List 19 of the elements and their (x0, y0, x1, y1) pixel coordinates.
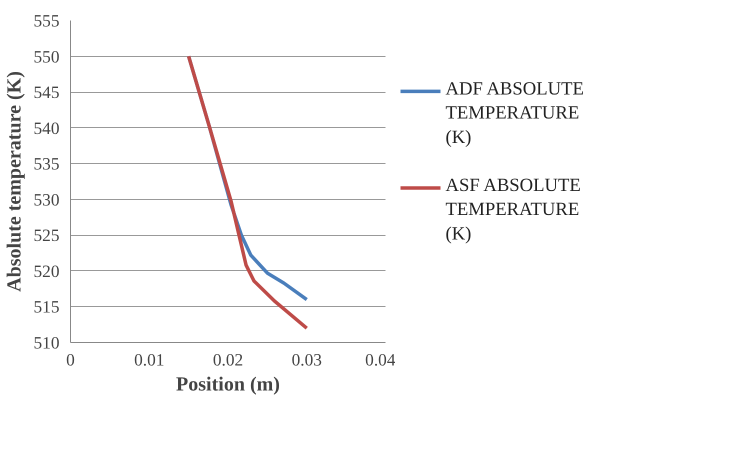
legend-label: ASF ABSOLUTE TEMPERATURE (K) (446, 175, 581, 244)
y-tick-label: 515 (34, 298, 60, 317)
y-tick-label: 510 (34, 334, 60, 352)
y-tick-label: 520 (34, 262, 60, 281)
x-tick-label: 0.02 (212, 350, 244, 370)
y-tick-label: 530 (34, 190, 60, 210)
x-tick-label: 0.04 (365, 350, 396, 370)
y-axis-title: Absolute temperature (K) (4, 71, 26, 292)
legend-label: ADF ABSOLUTE TEMPERATURE (K) (446, 78, 584, 148)
x-tick-label: 0.01 (134, 350, 164, 370)
y-tick-label: 545 (34, 83, 60, 102)
y-tick-label: 550 (34, 47, 60, 66)
y-tick-label: 525 (34, 226, 60, 246)
y-tick-label: 555 (34, 12, 60, 30)
x-tick-label: 0 (66, 350, 75, 370)
y-tick-label: 535 (34, 154, 60, 174)
x-axis-title: Position (m) (176, 374, 280, 396)
y-tick-label: 540 (34, 118, 60, 138)
x-tick-label: 0.03 (292, 350, 322, 370)
